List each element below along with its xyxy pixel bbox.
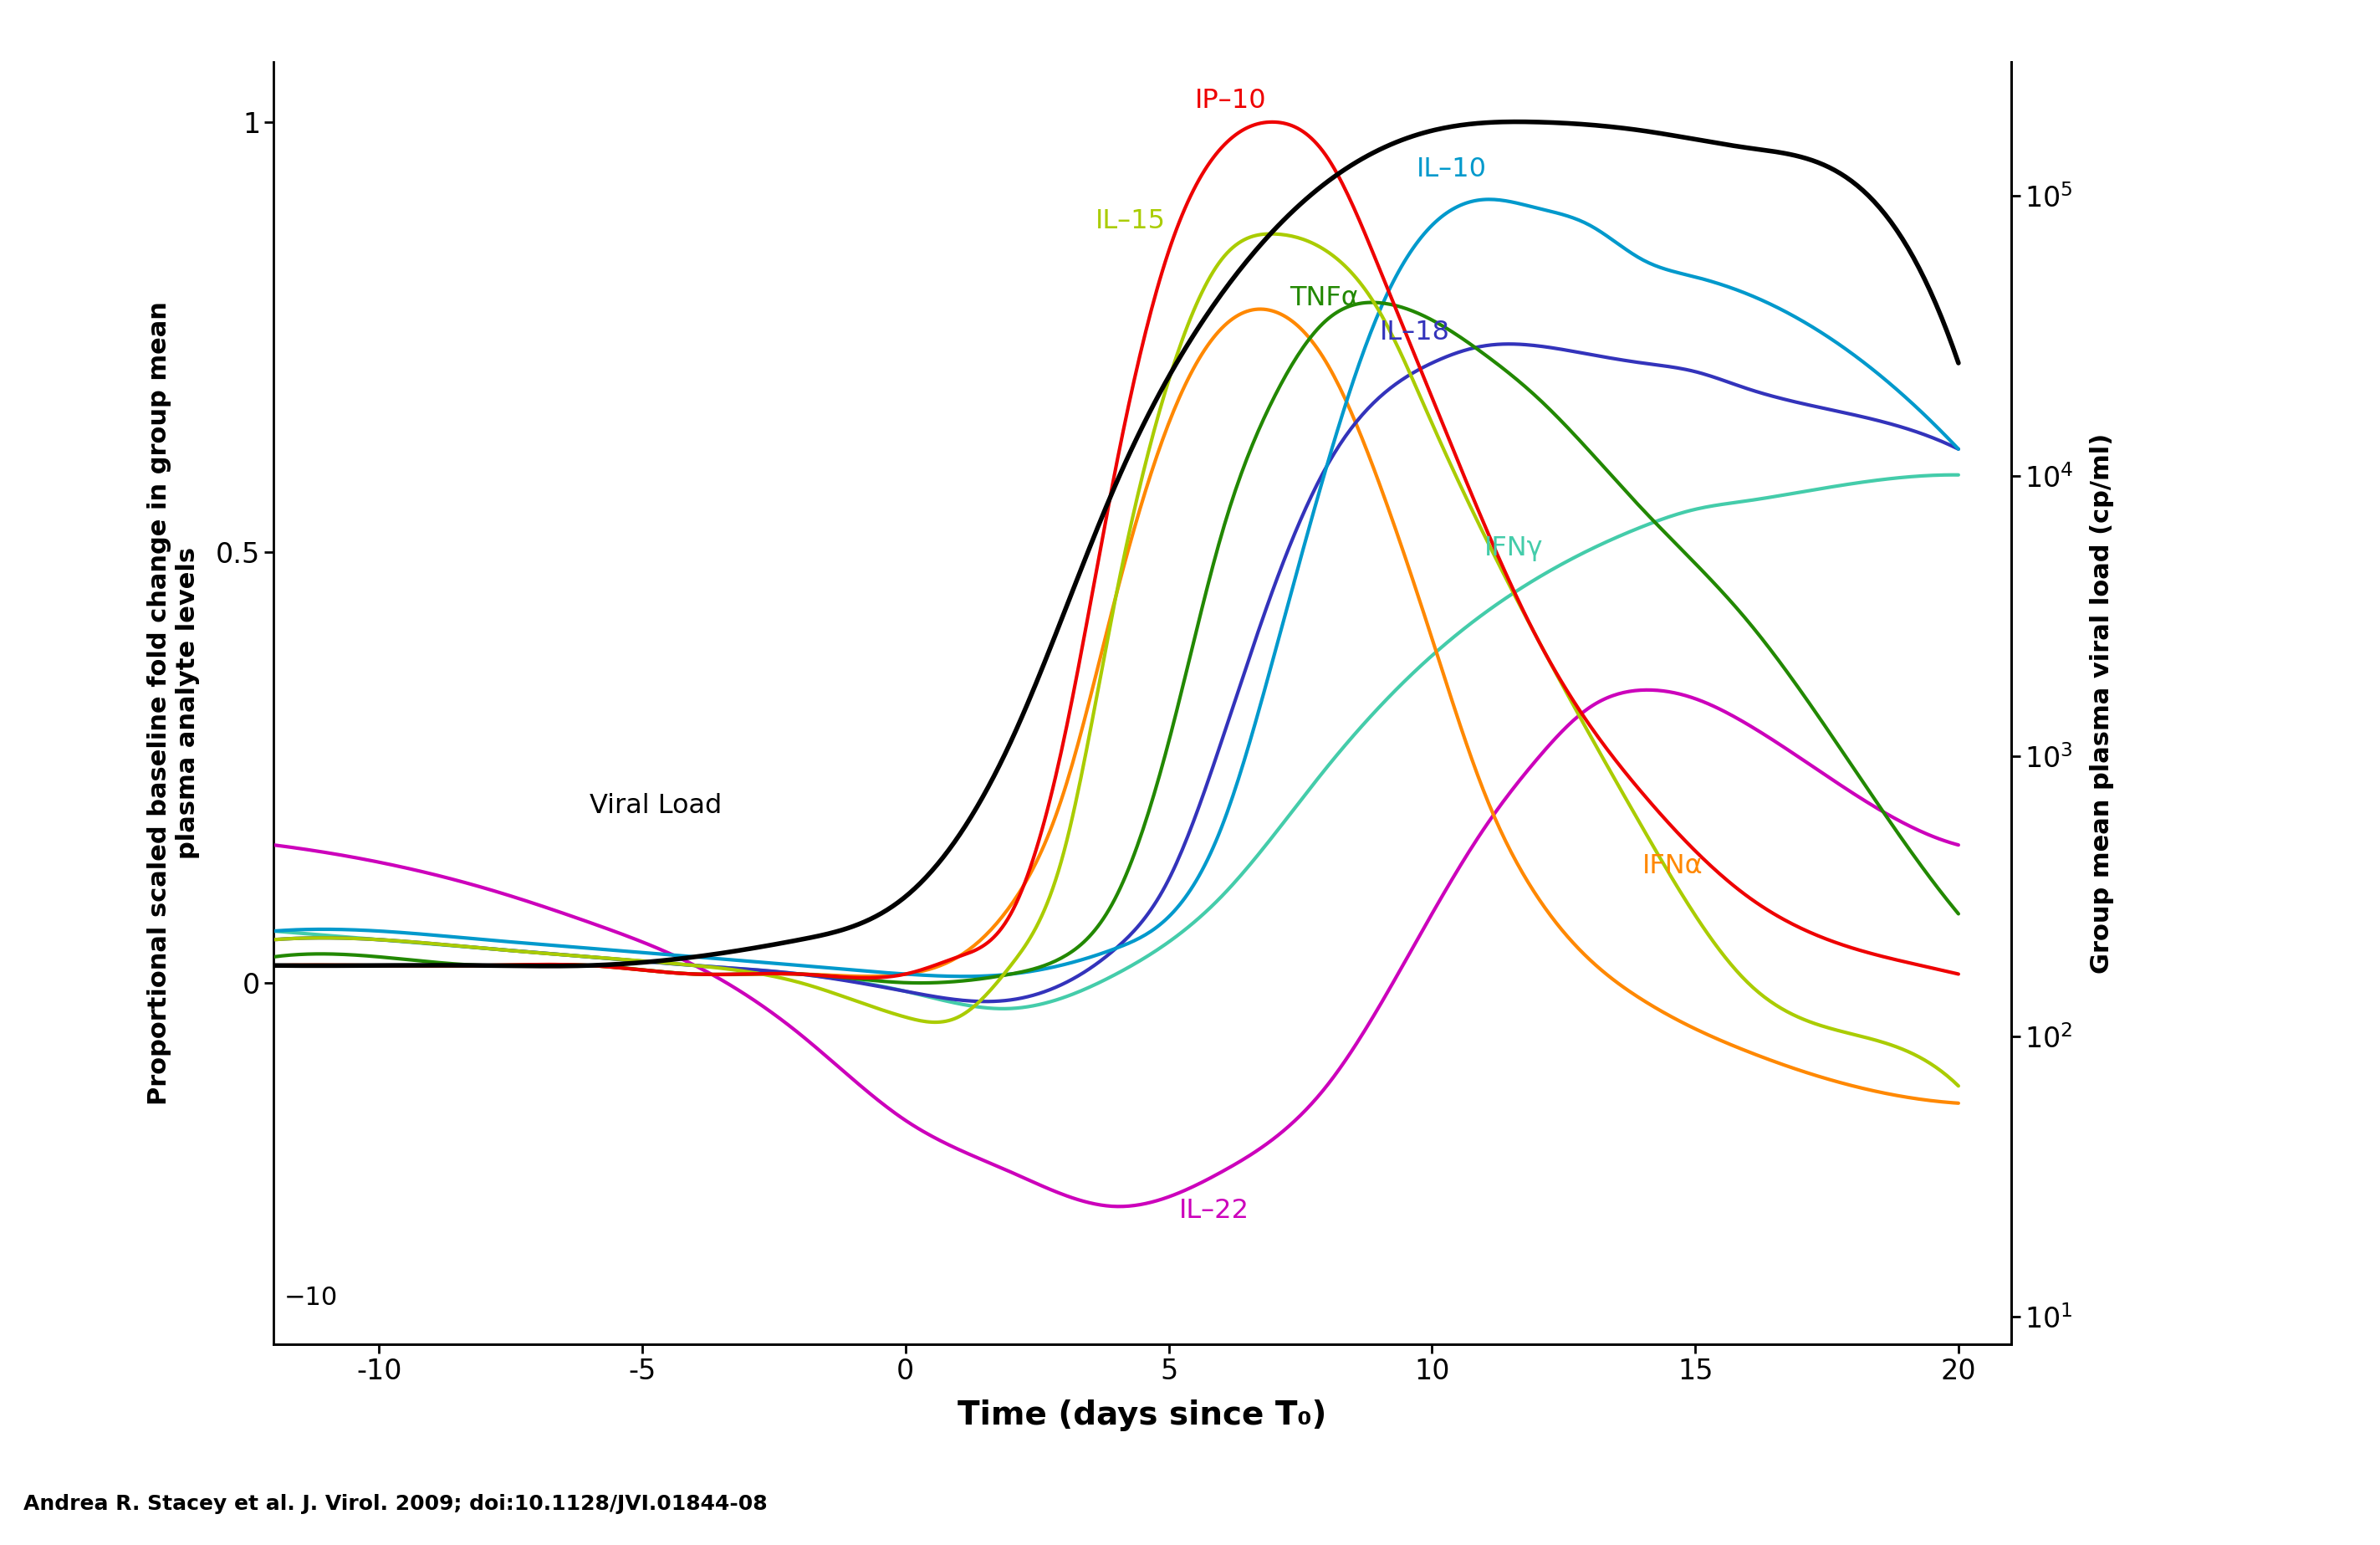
Text: IP–10: IP–10 [1195, 88, 1266, 113]
X-axis label: Time (days since T₀): Time (days since T₀) [957, 1400, 1328, 1431]
Text: IFNγ: IFNγ [1485, 535, 1545, 561]
Text: IL–10: IL–10 [1416, 156, 1488, 182]
Text: Andrea R. Stacey et al. J. Virol. 2009; doi:10.1128/JVI.01844-08: Andrea R. Stacey et al. J. Virol. 2009; … [24, 1494, 769, 1514]
Y-axis label: Proportional scaled baseline fold change in group mean
plasma analyte levels: Proportional scaled baseline fold change… [148, 301, 200, 1105]
Text: IL–18: IL–18 [1380, 320, 1449, 346]
Text: IFNα: IFNα [1642, 853, 1704, 879]
Text: −10: −10 [283, 1285, 338, 1310]
Text: TNFα: TNFα [1290, 286, 1359, 312]
Text: IL–15: IL–15 [1095, 209, 1166, 233]
Y-axis label: Group mean plasma viral load (cp/ml): Group mean plasma viral load (cp/ml) [2090, 433, 2113, 973]
Text: Viral Load: Viral Load [590, 793, 721, 819]
Text: IL–22: IL–22 [1178, 1197, 1250, 1224]
